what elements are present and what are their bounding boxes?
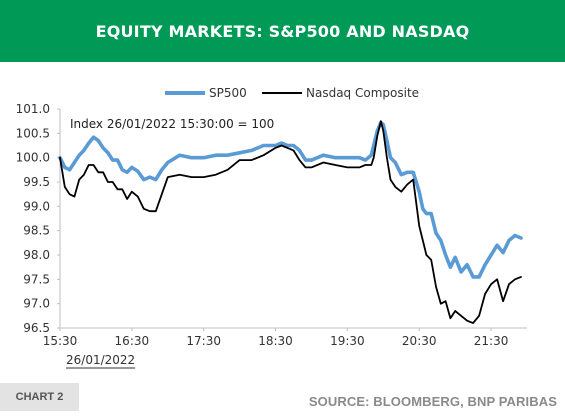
x-tick-label: 17:30 [186,334,221,348]
y-tick-label: 97.5 [23,272,50,286]
y-tick-label: 100.0 [16,151,50,165]
chart-title: EQUITY MARKETS: S&P500 AND NASDAQ [95,21,470,41]
x-tick-label: 20:30 [402,334,437,348]
chart-annotation: Index 26/01/2022 15:30:00 = 100 [70,117,274,131]
date-label: 26/01/2022 [66,353,135,367]
y-tick-label: 99.5 [23,175,50,189]
title-banner: EQUITY MARKETS: S&P500 AND NASDAQ [0,0,565,62]
chart-area: 101.0 100.5 100.0 99.5 99.0 98.5 98.0 97.5 97.0 9… [0,62,565,377]
x-tick-label: 19:30 [330,334,365,348]
chart-number-tag: CHART 2 [0,383,79,411]
y-tick-label: 97.0 [23,297,50,311]
legend-label-sp500: SP500 [209,86,247,100]
sp500-line [58,120,523,279]
nasdaq-line [59,120,522,325]
source-note: SOURCE: BLOOMBERG, BNP PARIBAS [308,394,557,409]
y-tick-label: 98.5 [23,224,50,238]
x-tick-label: 16:30 [115,334,150,348]
chart-number-label: CHART 2 [15,391,64,403]
x-tick-label: 15:30 [43,334,78,348]
x-tick-label: 18:30 [258,334,293,348]
y-tick-label: 98.0 [23,248,50,262]
y-tick-label: 99.0 [23,199,50,213]
x-tick-label: 21:30 [474,334,509,348]
line-chart: 101.0 100.5 100.0 99.5 99.0 98.5 98.0 97.5 97.0 9… [16,86,527,369]
y-tick-label: 100.5 [16,126,50,140]
y-tick-label: 101.0 [16,102,50,116]
legend-label-nasdaq: Nasdaq Composite [306,86,419,100]
y-tick-label: 96.5 [23,321,50,335]
